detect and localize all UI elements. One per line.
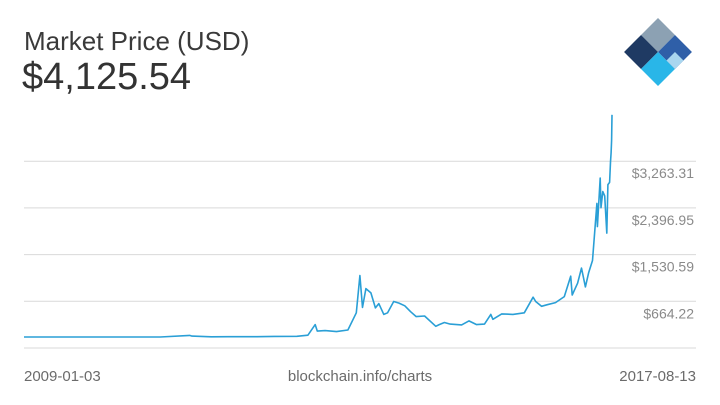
end-date-label: 2017-08-13 bbox=[619, 368, 696, 385]
blockchain-logo-icon bbox=[624, 18, 692, 86]
y-tick-label: $3,263.31 bbox=[632, 165, 694, 181]
y-tick-label: $2,396.95 bbox=[632, 212, 694, 228]
y-tick-label: $1,530.59 bbox=[632, 259, 694, 275]
gridlines bbox=[24, 160, 696, 349]
chart-title: Market Price (USD) bbox=[24, 26, 250, 56]
price-series-line bbox=[24, 114, 613, 338]
y-tick-labels: $664.22 $1,530.59 $2,396.95 $3,263.31 bbox=[632, 165, 695, 321]
current-price: $4,125.54 bbox=[22, 56, 192, 98]
source-link[interactable]: blockchain.info/charts bbox=[287, 368, 433, 385]
start-date-label: 2009-01-03 bbox=[24, 368, 101, 385]
y-tick-label: $664.22 bbox=[643, 305, 694, 321]
